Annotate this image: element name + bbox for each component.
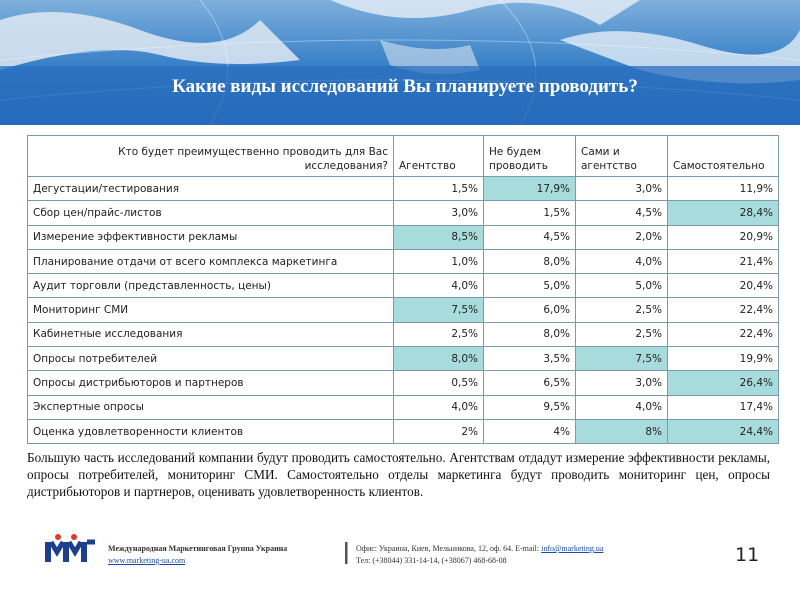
cell-value: 20,9% [667, 224, 779, 250]
table-row: Планирование отдачи от всего комплекса м… [27, 248, 779, 275]
row-label: Планирование отдачи от всего комплекса м… [27, 248, 394, 275]
summary-text: Большую часть исследований компании буду… [27, 450, 770, 499]
cell-value: 1,5% [483, 200, 576, 226]
cell-value: 5,0% [483, 273, 576, 299]
table-row: Измерение эффективности рекламы 8,5% 4,5% 2… [27, 224, 779, 250]
cell-value: 6,5% [483, 370, 576, 396]
row-label: Аудит торговли (представленность, цены) [27, 273, 394, 299]
table-row: Дегустации/тестирования 1,5% 17,9% 3,0% 11,9… [27, 175, 779, 202]
slide-title: Какие виды исследований Вы планируете пр… [172, 76, 638, 97]
row-label: Экспертные опросы [27, 394, 394, 420]
cell-value: 8,5% [393, 224, 484, 250]
cell-value: 21,4% [667, 248, 779, 275]
cell-value: 20,4% [667, 273, 779, 299]
separator [345, 542, 348, 564]
table-row: Экспертные опросы 4,0% 9,5% 4,0% 17,4% [27, 394, 779, 420]
column-header: Кто будет преимущественно проводить для … [27, 135, 394, 177]
row-label: Мониторинг СМИ [27, 297, 394, 323]
cell-value: 3,5% [483, 346, 576, 372]
header-row: Кто будет преимущественно проводить для … [27, 135, 779, 177]
header-banner [0, 0, 800, 125]
column-header: Сами и агентство [575, 135, 668, 177]
table-row: Аудит торговли (представленность, цены) 4… [27, 273, 779, 299]
cell-value: 2,0% [575, 224, 668, 250]
row-label: Опросы потребителей [27, 346, 394, 372]
cell-value: 4% [483, 418, 576, 445]
cell-value: 1,5% [393, 175, 484, 202]
table-row: Мониторинг СМИ 7,5% 6,0% 2,5% 22,4% [27, 297, 779, 323]
cell-value: 9,5% [483, 394, 576, 420]
cell-value: 8,0% [393, 346, 484, 372]
footer [45, 534, 348, 564]
cell-value: 2,5% [393, 321, 484, 348]
email-link[interactable]: info@marketing.ua [541, 544, 604, 553]
table-row: Оценка удовлетворенности клиентов 2% 4% 8% 2… [27, 418, 779, 445]
office-address: Офис: Украина, Киев, Мельникова, 12, оф.… [356, 544, 540, 553]
column-header: Агентство [393, 135, 484, 177]
cell-value: 3,0% [575, 175, 668, 202]
row-label: Измерение эффективности рекламы [27, 224, 394, 250]
phone: Тел: (+38044) 331-14-14, (+38067) 468-68… [356, 556, 507, 565]
cell-value: 3,0% [575, 370, 668, 396]
cell-value: 19,9% [667, 346, 779, 372]
cell-value: 4,0% [575, 248, 668, 275]
cell-value: 3,0% [393, 200, 484, 226]
cell-value: 5,0% [575, 273, 668, 299]
cell-value: 17,9% [483, 175, 576, 202]
table-row: Кабинетные исследования 2,5% 8,0% 2,5% 22,4% [27, 321, 779, 348]
data-table: Кто будет преимущественно проводить для … [27, 135, 779, 445]
cell-value: 8,0% [483, 321, 576, 348]
logo [45, 534, 95, 562]
cell-value: 4,0% [393, 273, 484, 299]
cell-value: 0,5% [393, 370, 484, 396]
cell-value: 7,5% [393, 297, 484, 323]
cell-value: 22,4% [667, 321, 779, 348]
company-name: Международная Маркетинговая Группа Украи… [108, 544, 288, 553]
cell-value: 22,4% [667, 297, 779, 323]
cell-value: 8,0% [483, 248, 576, 275]
cell-value: 2,5% [575, 321, 668, 348]
table-row: Опросы потребителей 8,0% 3,5% 7,5% 19,9% [27, 346, 779, 372]
cell-value: 4,0% [575, 394, 668, 420]
cell-value: 26,4% [667, 370, 779, 396]
cell-value: 7,5% [575, 346, 668, 372]
cell-value: 2% [393, 418, 484, 445]
row-label: Кабинетные исследования [27, 321, 394, 348]
cell-value: 6,0% [483, 297, 576, 323]
cell-value: 1,0% [393, 248, 484, 275]
page-number: 11 [735, 544, 760, 566]
row-label: Дегустации/тестирования [27, 175, 394, 202]
cell-value: 11,9% [667, 175, 779, 202]
cell-value: 24,4% [667, 418, 779, 445]
column-header: Не будем проводить [483, 135, 576, 177]
cell-value: 2,5% [575, 297, 668, 323]
website-link[interactable]: www.marketing-ua.com [108, 556, 186, 565]
column-header: Самостоятельно [667, 135, 779, 177]
table-row: Сбор цен/прайс-листов 3,0% 1,5% 4,5% 28,4% [27, 200, 779, 226]
cell-value: 8% [575, 418, 668, 445]
cell-value: 17,4% [667, 394, 779, 420]
cell-value: 4,0% [393, 394, 484, 420]
table-row: Опросы дистрибьюторов и партнеров 0,5% 6,5… [27, 370, 779, 396]
row-label: Опросы дистрибьюторов и партнеров [27, 370, 394, 396]
row-label: Оценка удовлетворенности клиентов [27, 418, 394, 445]
row-label: Сбор цен/прайс-листов [27, 200, 394, 226]
cell-value: 28,4% [667, 200, 779, 226]
cell-value: 4,5% [575, 200, 668, 226]
cell-value: 4,5% [483, 224, 576, 250]
